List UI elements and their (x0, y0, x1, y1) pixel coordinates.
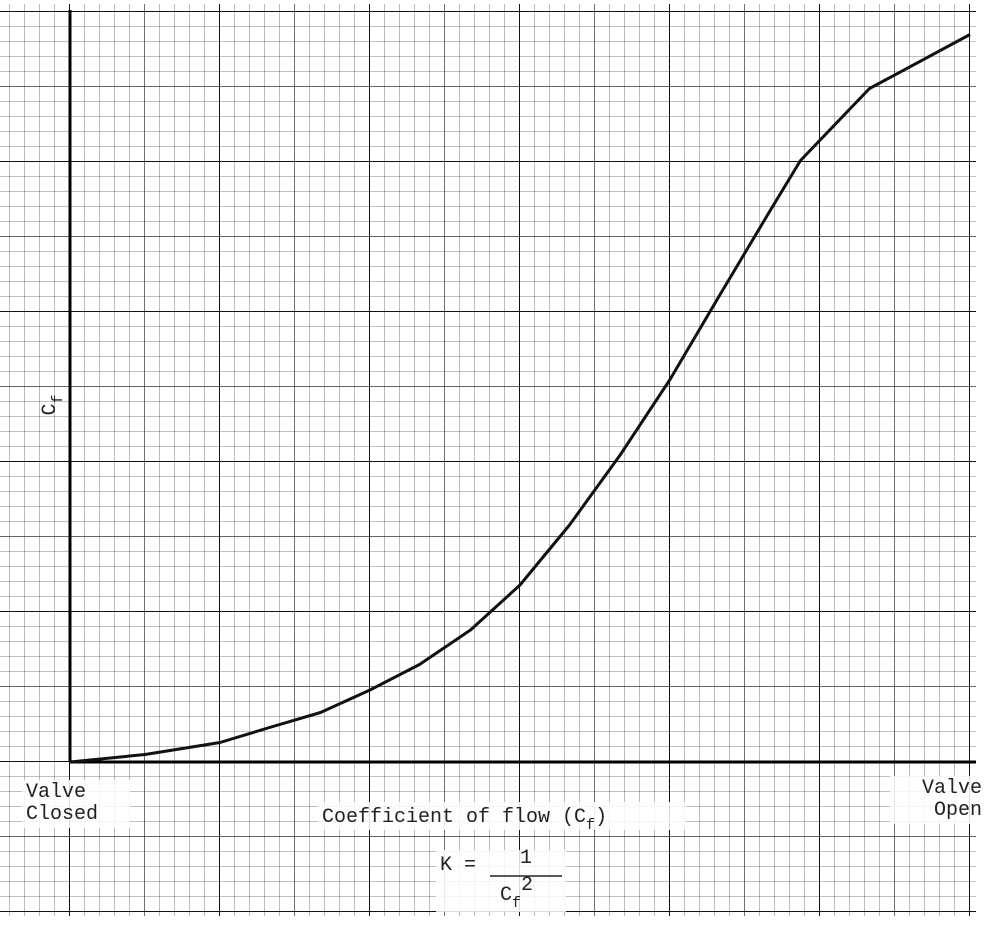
end-label: Open (934, 799, 982, 822)
label-bg (436, 850, 566, 912)
y-axis-label-sub: f (50, 394, 67, 403)
graph-paper (0, 4, 976, 916)
y-axis-label-base: C (39, 404, 62, 416)
formula-lhs: K = (440, 854, 476, 877)
y-axis-label: Cf (39, 394, 67, 415)
x-axis-label: Coefficient of flow (Cf) (322, 806, 607, 834)
end-label: Valve (26, 781, 86, 804)
x-axis-label-close: ) (595, 806, 607, 829)
label-bg (318, 802, 686, 830)
end-label: Valve (922, 777, 982, 800)
den-base: C (500, 884, 512, 907)
curve (69, 33, 971, 764)
x-axis-label-sub: f (586, 817, 595, 834)
formula-numerator: 1 (520, 847, 532, 870)
label-bg (890, 776, 986, 824)
plot (69, 33, 971, 764)
den-sub: f (512, 895, 521, 912)
end-label: Closed (26, 803, 98, 826)
x-axis-label-text: Coefficient of flow (C (322, 806, 586, 829)
formula-denominator: Cf2 (500, 874, 533, 912)
label-bg (22, 780, 130, 828)
den-exp: 2 (521, 874, 533, 897)
